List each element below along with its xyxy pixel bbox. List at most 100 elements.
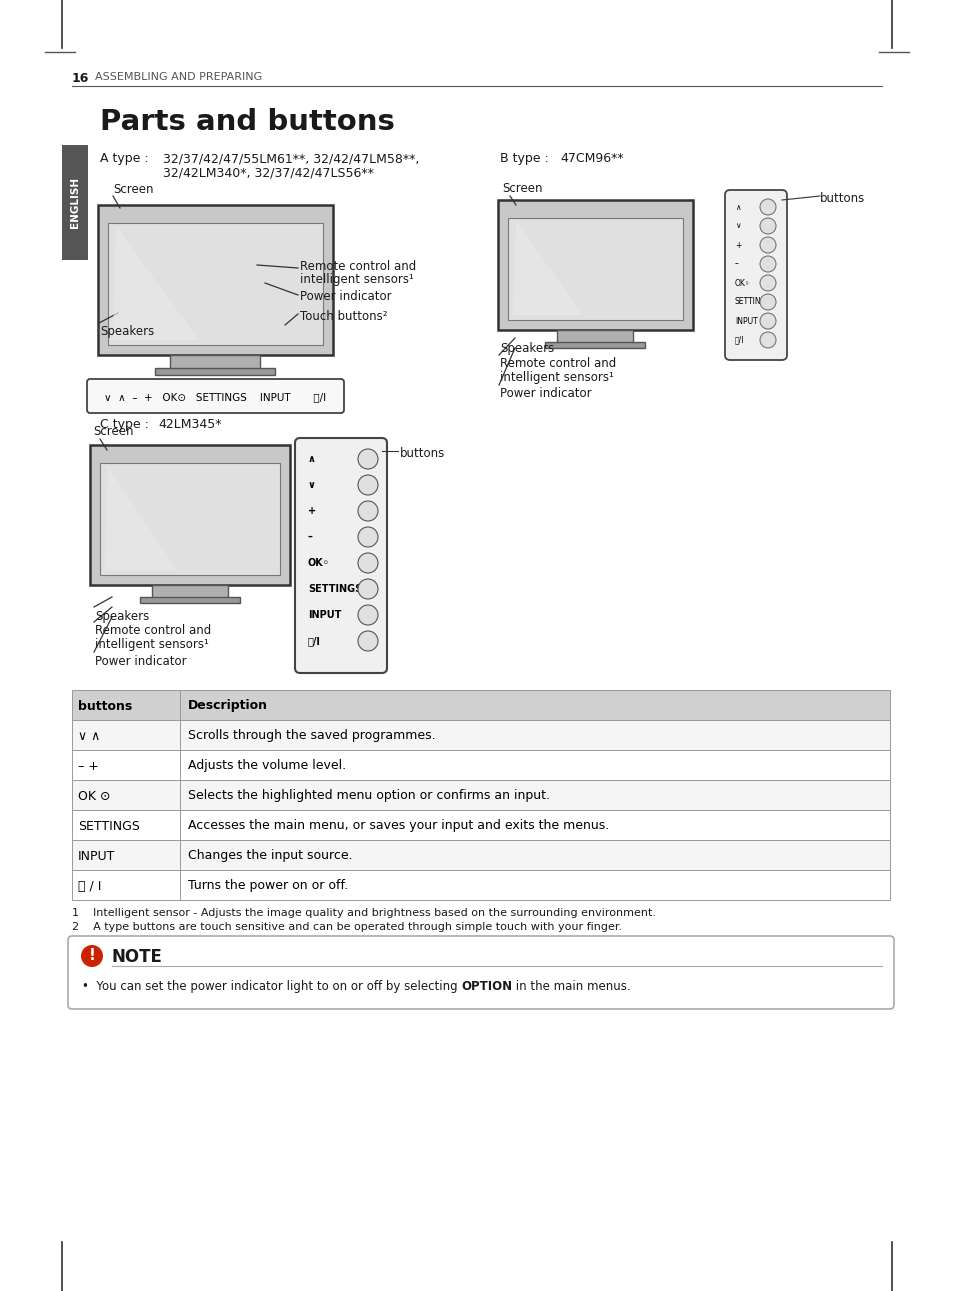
Text: SETTINGS: SETTINGS	[734, 297, 771, 306]
Text: ENGLISH: ENGLISH	[70, 177, 80, 227]
FancyBboxPatch shape	[557, 330, 633, 343]
Text: Changes the input source.: Changes the input source.	[188, 849, 353, 862]
Text: ⏻ / I: ⏻ / I	[78, 879, 101, 892]
Text: Accesses the main menu, or saves your input and exits the menus.: Accesses the main menu, or saves your in…	[188, 820, 609, 833]
Text: 2    A type buttons are touch sensitive and can be operated through simple touch: 2 A type buttons are touch sensitive and…	[71, 922, 621, 932]
FancyBboxPatch shape	[71, 720, 889, 750]
FancyBboxPatch shape	[497, 200, 692, 330]
Text: 16: 16	[71, 72, 90, 85]
Text: buttons: buttons	[820, 192, 864, 205]
FancyBboxPatch shape	[108, 223, 323, 345]
Text: ∧: ∧	[308, 454, 315, 463]
Text: 47CM96**: 47CM96**	[559, 152, 623, 165]
Text: 1    Intelligent sensor - Adjusts the image quality and brightness based on the : 1 Intelligent sensor - Adjusts the image…	[71, 908, 656, 918]
Text: –: –	[734, 259, 739, 269]
Text: +: +	[734, 240, 740, 249]
Text: ∨: ∨	[734, 222, 740, 231]
Text: Touch buttons²: Touch buttons²	[299, 310, 387, 323]
Polygon shape	[105, 466, 177, 571]
Text: B type :: B type :	[499, 152, 548, 165]
Text: SETTINGS: SETTINGS	[78, 820, 140, 833]
Circle shape	[357, 553, 377, 573]
Text: – +: – +	[78, 759, 99, 772]
Circle shape	[760, 238, 775, 253]
FancyBboxPatch shape	[87, 380, 344, 413]
Circle shape	[760, 218, 775, 234]
Text: Remote control and: Remote control and	[299, 259, 416, 272]
Text: buttons: buttons	[78, 700, 132, 713]
FancyBboxPatch shape	[152, 585, 228, 599]
Text: OK ⊙: OK ⊙	[78, 790, 111, 803]
Text: OK◦: OK◦	[734, 279, 750, 288]
Text: 32/42LM340*, 32/37/42/47LS56**: 32/42LM340*, 32/37/42/47LS56**	[163, 167, 374, 179]
Text: Adjusts the volume level.: Adjusts the volume level.	[188, 759, 346, 772]
FancyBboxPatch shape	[71, 750, 889, 780]
Circle shape	[760, 312, 775, 329]
Text: Parts and buttons: Parts and buttons	[100, 108, 395, 136]
Text: intelligent sensors¹: intelligent sensors¹	[499, 371, 613, 383]
Text: 32/37/42/47/55LM61**, 32/42/47LM58**,: 32/37/42/47/55LM61**, 32/42/47LM58**,	[163, 152, 419, 165]
Text: ∧: ∧	[734, 203, 740, 212]
Text: !: !	[89, 949, 95, 963]
Text: Power indicator: Power indicator	[95, 655, 187, 667]
Text: INPUT: INPUT	[78, 849, 115, 862]
Text: NOTE: NOTE	[112, 948, 163, 966]
Circle shape	[357, 605, 377, 625]
Text: Remote control and: Remote control and	[95, 624, 211, 636]
Circle shape	[81, 945, 103, 967]
Text: •  You can set the power indicator light to on or off by selecting: • You can set the power indicator light …	[82, 980, 461, 993]
Text: Scrolls through the saved programmes.: Scrolls through the saved programmes.	[188, 729, 436, 742]
Text: Remote control and: Remote control and	[499, 358, 616, 371]
Text: Power indicator: Power indicator	[499, 387, 591, 400]
Text: OPTION: OPTION	[461, 980, 512, 993]
Text: buttons: buttons	[399, 447, 445, 460]
FancyBboxPatch shape	[544, 342, 644, 349]
Text: in the main menus.: in the main menus.	[512, 980, 631, 993]
Text: Screen: Screen	[501, 182, 542, 195]
FancyBboxPatch shape	[71, 689, 889, 720]
Text: ⏻/I: ⏻/I	[734, 336, 743, 345]
Text: Selects the highlighted menu option or confirms an input.: Selects the highlighted menu option or c…	[188, 790, 550, 803]
FancyBboxPatch shape	[68, 936, 893, 1010]
Text: 42LM345*: 42LM345*	[158, 418, 221, 431]
Polygon shape	[513, 221, 582, 315]
Text: C type :: C type :	[100, 418, 149, 431]
FancyBboxPatch shape	[100, 463, 280, 574]
Circle shape	[760, 256, 775, 272]
Text: Speakers: Speakers	[499, 342, 554, 355]
FancyBboxPatch shape	[98, 205, 333, 355]
Circle shape	[357, 449, 377, 469]
FancyBboxPatch shape	[170, 355, 260, 371]
Polygon shape	[112, 226, 199, 340]
Text: Turns the power on or off.: Turns the power on or off.	[188, 879, 348, 892]
FancyBboxPatch shape	[62, 145, 88, 259]
Text: Screen: Screen	[112, 183, 153, 196]
Text: ∨: ∨	[308, 480, 315, 491]
FancyBboxPatch shape	[724, 190, 786, 360]
Circle shape	[760, 294, 775, 310]
Text: intelligent sensors¹: intelligent sensors¹	[299, 272, 414, 287]
FancyBboxPatch shape	[71, 840, 889, 870]
Text: –: –	[308, 532, 313, 542]
FancyBboxPatch shape	[90, 445, 290, 585]
Circle shape	[760, 275, 775, 290]
FancyBboxPatch shape	[140, 596, 240, 603]
FancyBboxPatch shape	[71, 870, 889, 900]
Circle shape	[357, 578, 377, 599]
Text: ∨  ∧  –  +   OK⊙   SETTINGS    INPUT       ⏻/I: ∨ ∧ – + OK⊙ SETTINGS INPUT ⏻/I	[104, 392, 326, 402]
Circle shape	[357, 631, 377, 651]
Circle shape	[357, 501, 377, 522]
Text: A type :: A type :	[100, 152, 149, 165]
Circle shape	[760, 199, 775, 216]
Circle shape	[357, 527, 377, 547]
FancyBboxPatch shape	[294, 438, 387, 673]
Circle shape	[357, 475, 377, 494]
Text: Speakers: Speakers	[100, 325, 154, 338]
Text: SETTINGS: SETTINGS	[308, 584, 362, 594]
Text: +: +	[308, 506, 315, 516]
Text: INPUT: INPUT	[734, 316, 757, 325]
Text: INPUT: INPUT	[308, 611, 341, 620]
Text: OK◦: OK◦	[308, 558, 330, 568]
Text: Description: Description	[188, 700, 268, 713]
Circle shape	[760, 332, 775, 349]
